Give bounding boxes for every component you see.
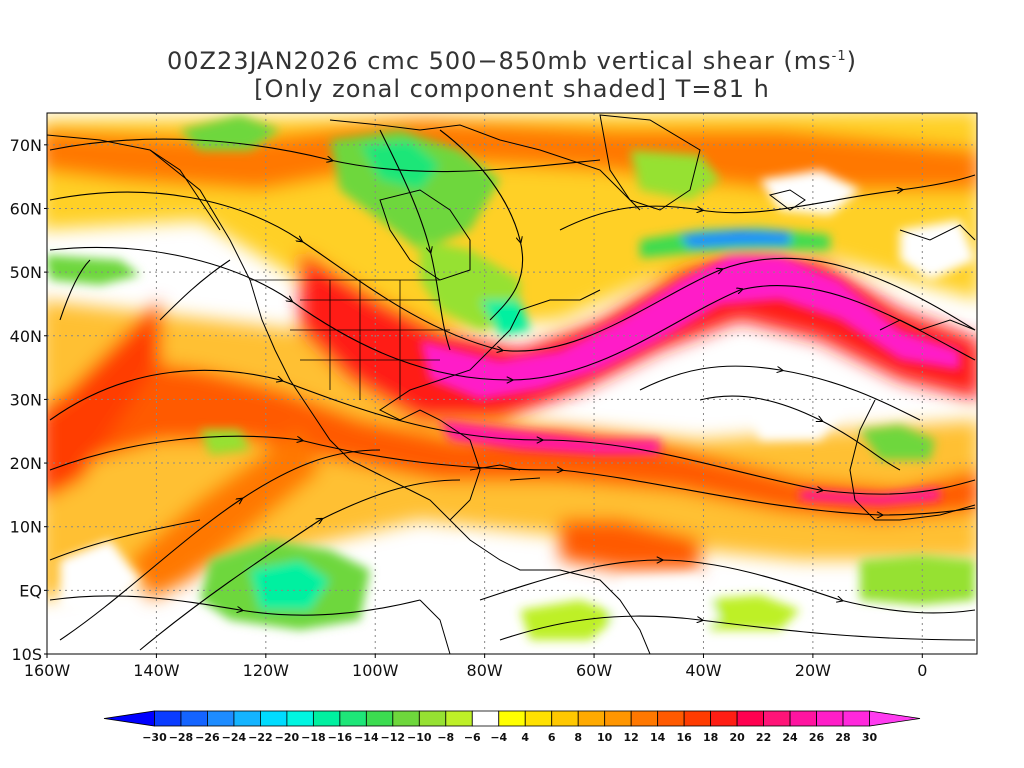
colorbar-swatch xyxy=(710,710,738,727)
latitude-tick-label: 60N xyxy=(10,199,42,218)
colorbar-swatch xyxy=(604,710,632,727)
colorbar-tick-label: −20 xyxy=(275,731,300,744)
latitude-tick-label: 70N xyxy=(10,136,42,155)
colorbar-swatch xyxy=(842,710,870,727)
colorbar: −30 −28 −26 −24 −22 −20 −18 −16 −14 −12 −10 −8 −6 −4 4… xyxy=(103,710,921,744)
longitude-tick-label: 80W xyxy=(467,661,503,680)
colorbar-tick-label: −26 xyxy=(195,731,220,744)
colorbar-swatch xyxy=(286,710,314,727)
colorbar-tick-label: 24 xyxy=(782,731,798,744)
longitude-tick-label: 120W xyxy=(243,661,290,680)
colorbar-swatch xyxy=(471,710,500,727)
colorbar-tick-label: −4 xyxy=(490,731,507,744)
streamlines xyxy=(49,129,976,651)
title-suffix: ) xyxy=(846,47,857,75)
colorbar-tick-label: 12 xyxy=(624,731,639,744)
longitude-tick-label: 100W xyxy=(352,661,399,680)
colorbar-swatch xyxy=(869,710,921,727)
colorbar-tick-label: 16 xyxy=(676,731,692,744)
colorbar-tick-label: −24 xyxy=(222,731,247,744)
colorbar-swatch xyxy=(418,710,447,727)
colorbar-tick-label: 20 xyxy=(729,731,745,744)
colorbar-tick-label: −30 xyxy=(142,731,167,744)
colorbar-swatch xyxy=(103,710,155,727)
colorbar-tick-label: −16 xyxy=(328,731,353,744)
colorbar-swatch xyxy=(683,710,712,727)
colorbar-swatch xyxy=(339,710,367,727)
longitude-tick-label: 140W xyxy=(133,661,180,680)
title-unit-exponent: -1 xyxy=(831,49,847,64)
colorbar-tick-label: −14 xyxy=(354,731,379,744)
longitude-tick-label: 60W xyxy=(576,661,612,680)
colorbar-tick-label: −10 xyxy=(407,731,432,744)
colorbar-swatch xyxy=(154,710,182,727)
colorbar-swatch xyxy=(577,710,606,727)
colorbar-tick-label: 30 xyxy=(862,731,878,744)
colorbar-tick-label: 18 xyxy=(703,731,718,744)
latitude-labels: 70N 60N 50N 40N 30N 20N 10N EQ 10S xyxy=(10,136,47,664)
colorbar-tick-label: 14 xyxy=(650,731,666,744)
colorbar-tick-label: 22 xyxy=(756,731,771,744)
map-border xyxy=(46,112,978,655)
longitude-tick-label: 20W xyxy=(795,661,831,680)
colorbar-swatch xyxy=(789,710,817,727)
colorbar-tick-label: −6 xyxy=(464,731,481,744)
colorbar-swatch xyxy=(630,710,659,727)
longitude-tick-label: 40W xyxy=(685,661,721,680)
colorbar-swatch xyxy=(498,710,526,727)
colorbar-swatch xyxy=(233,710,261,727)
colorbar-swatch xyxy=(657,710,685,727)
colorbar-tick-label: 10 xyxy=(597,731,613,744)
colorbar-swatch xyxy=(445,710,473,727)
colorbar-tick-label: 28 xyxy=(835,731,850,744)
colorbar-swatch xyxy=(816,710,844,727)
colorbar-tick-label: −8 xyxy=(437,731,454,744)
latitude-tick-label: 10S xyxy=(11,645,42,664)
chart-title-line1: 00Z23JAN2026 cmc 500−850mb vertical shea… xyxy=(0,47,1024,75)
shading-layer xyxy=(47,113,977,654)
latitude-tick-label: 50N xyxy=(10,263,42,282)
colorbar-swatch xyxy=(207,710,235,727)
latitude-tick-label: EQ xyxy=(19,581,42,600)
colorbar-swatch xyxy=(392,710,420,727)
latitude-tick-label: 20N xyxy=(10,454,42,473)
colorbar-tick-label: −22 xyxy=(248,731,273,744)
colorbar-swatch xyxy=(551,710,579,727)
longitude-labels: 160W 140W 120W 100W 80W 60W 40W 20W 0 xyxy=(24,654,927,680)
colorbar-tick-label: −12 xyxy=(381,731,406,744)
longitude-tick-label: 0 xyxy=(917,661,927,680)
colorbar-swatch xyxy=(180,710,208,727)
colorbar-swatch xyxy=(365,710,394,727)
chart-title-line2: [Only zonal component shaded] T=81 h xyxy=(254,75,770,103)
colorbar-tick-label: −28 xyxy=(169,731,194,744)
colorbar-tick-label: 6 xyxy=(548,731,556,744)
colorbar-tick-label: 4 xyxy=(521,731,529,744)
colorbar-swatch xyxy=(312,710,341,727)
latitude-tick-label: 30N xyxy=(10,390,42,409)
latitude-tick-label: 40N xyxy=(10,327,42,346)
colorbar-tick-label: 8 xyxy=(574,731,582,744)
title-prefix: 00Z23JAN2026 cmc 500−850mb vertical shea… xyxy=(166,47,832,75)
colorbar-swatch xyxy=(763,710,791,727)
colorbar-swatch xyxy=(736,710,764,727)
colorbar-tick-label: 26 xyxy=(809,731,825,744)
colorbar-swatch xyxy=(524,710,553,727)
colorbar-swatch xyxy=(260,710,288,727)
longitude-tick-label: 160W xyxy=(24,661,71,680)
colorbar-tick-label: −18 xyxy=(301,731,326,744)
latitude-tick-label: 10N xyxy=(10,518,42,537)
